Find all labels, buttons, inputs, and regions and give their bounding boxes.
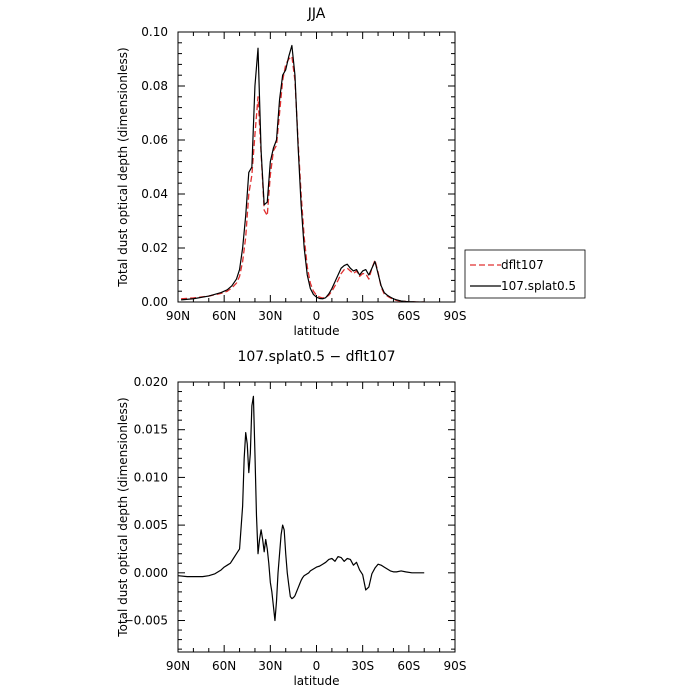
x-tick-label: 30S bbox=[351, 309, 374, 323]
x-tick-label: 60S bbox=[397, 659, 420, 673]
chart-title: 107.splat0.5 − dflt107 bbox=[237, 349, 395, 365]
series-line-dflt107 bbox=[181, 55, 425, 302]
y-tick-label: 0.005 bbox=[134, 518, 168, 532]
plot-frame bbox=[177, 381, 456, 653]
legend-box bbox=[464, 249, 586, 299]
y-tick-label: 0.015 bbox=[134, 423, 168, 437]
y-tick-label: 0.10 bbox=[141, 25, 168, 39]
series-line-difference bbox=[178, 395, 425, 622]
y-tick-label: −0.005 bbox=[124, 614, 168, 628]
y-tick-label: 0.06 bbox=[141, 133, 168, 147]
y-tick-label: 0.010 bbox=[134, 470, 168, 484]
y-tick-label: 0.00 bbox=[141, 295, 168, 309]
x-tick-label: 90N bbox=[166, 659, 190, 673]
chart-title: JJA bbox=[307, 6, 326, 22]
legend-label: 107.splat0.5 bbox=[501, 279, 576, 293]
x-axis-label: latitude bbox=[293, 324, 339, 338]
x-tick-label: 90S bbox=[444, 659, 467, 673]
x-tick-label: 60S bbox=[397, 309, 420, 323]
x-tick-label: 90S bbox=[444, 309, 467, 323]
y-tick-label: 0.04 bbox=[141, 187, 168, 201]
y-tick-label: 0.02 bbox=[141, 241, 168, 255]
series-line-107-splat0-5 bbox=[181, 44, 425, 302]
y-tick-label: 0.08 bbox=[141, 79, 168, 93]
y-axis-label: Total dust optical depth (dimensionless) bbox=[116, 47, 130, 287]
x-tick-label: 30N bbox=[258, 659, 282, 673]
x-tick-label: 60N bbox=[212, 659, 236, 673]
x-tick-label: 0 bbox=[313, 659, 321, 673]
chart-bottom: 107.splat0.5 − dflt107 90N 60N 30N 0 30S 60S 90… bbox=[116, 349, 466, 688]
x-tick-label: 90N bbox=[166, 309, 190, 323]
y-tick-label: 0.000 bbox=[134, 566, 168, 580]
chart-top: JJA 90N 60N 30N 0 30S 60S 90S 0.00 0.02 0.04 0.06 0.… bbox=[116, 6, 586, 338]
x-tick-label: 60N bbox=[212, 309, 236, 323]
plot-frame bbox=[177, 31, 456, 303]
y-axis-label: Total dust optical depth (dimensionless) bbox=[116, 397, 130, 637]
x-tick-label: 30S bbox=[351, 659, 374, 673]
x-axis-label: latitude bbox=[293, 674, 339, 688]
x-tick-label: 0 bbox=[313, 309, 321, 323]
y-tick-label: 0.020 bbox=[134, 375, 168, 389]
x-tick-label: 30N bbox=[258, 309, 282, 323]
legend-label: dflt107 bbox=[501, 258, 544, 272]
